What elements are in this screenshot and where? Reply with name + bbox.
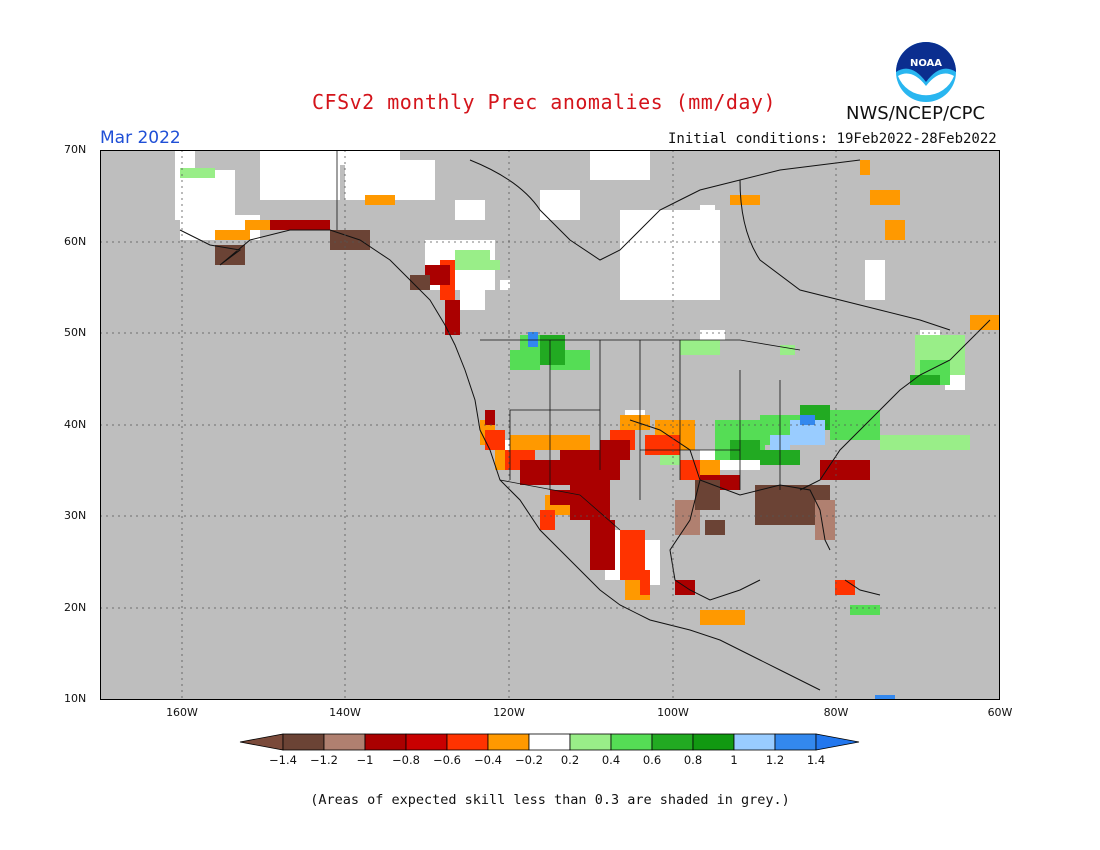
forecast-period: Mar 2022 (100, 128, 181, 148)
lat-label-50n: 50N (64, 326, 87, 339)
colorbar-swatch (405, 733, 448, 751)
negative-dark-red (270, 220, 870, 595)
colorbar-tick-label: −0.4 (474, 753, 502, 767)
lon-label-100w: 100W (657, 706, 689, 719)
noaa-logo: NOAA (896, 42, 956, 102)
map-panel (100, 150, 1000, 700)
colorbar-swatch (487, 733, 530, 751)
chart-title: CFSv2 monthly Prec anomalies (mm/day) (312, 90, 777, 114)
lon-label-80w: 80W (823, 706, 849, 719)
colorbar-swatch (774, 733, 817, 751)
colorbar-swatch (733, 733, 776, 751)
colorbar-tick-label: 1 (730, 753, 738, 767)
coastlines (179, 159, 991, 691)
negative-brown (215, 230, 835, 540)
lat-lon-grid (100, 150, 1000, 700)
colorbar-min-arrow (239, 733, 284, 751)
lat-label-30n: 30N (64, 509, 87, 522)
initial-conditions: Initial conditions: 19Feb2022-28Feb2022 (668, 131, 997, 147)
colorbar-swatch (446, 733, 489, 751)
political-borders (336, 150, 801, 531)
colorbar-swatch (692, 733, 735, 751)
colorbar-swatch (569, 733, 612, 751)
colorbar-tick-label: −0.6 (433, 753, 461, 767)
lat-label-70n: 70N (64, 143, 87, 156)
lon-label-160w: 160W (166, 706, 198, 719)
colorbar-swatch (651, 733, 694, 751)
colorbar-tick-label: −1.4 (269, 753, 297, 767)
colorbar-tick-label: 1.4 (806, 753, 826, 767)
colorbar-swatch (323, 733, 366, 751)
colorbar-swatch (364, 733, 407, 751)
colorbar-tick-label: 0.6 (642, 753, 662, 767)
lon-label-120w: 120W (493, 706, 525, 719)
colorbar-max-arrow (815, 733, 860, 751)
noaa-logo-text: NOAA (910, 58, 942, 69)
colorbar-tick-label: 0.2 (560, 753, 580, 767)
colorbar-tick-label: 0.8 (683, 753, 703, 767)
lat-label-40n: 40N (64, 418, 87, 431)
lon-label-60w: 60W (987, 706, 1013, 719)
agency-label: NWS/NCEP/CPC (846, 103, 986, 124)
lat-label-60n: 60N (64, 235, 87, 248)
lat-label-10n: 10N (64, 692, 87, 705)
colorbar-swatch (610, 733, 653, 751)
colorbar-tick-label: −0.8 (392, 753, 420, 767)
footnote: (Areas of expected skill less than 0.3 a… (310, 792, 790, 808)
colorbar-tick-label: 0.4 (601, 753, 621, 767)
lat-label-20n: 20N (64, 601, 87, 614)
colorbar-tick-label: −0.2 (515, 753, 543, 767)
colorbar-tick-label: −1 (356, 753, 374, 767)
lon-label-140w: 140W (329, 706, 361, 719)
colorbar-swatch (528, 733, 571, 751)
colorbar-swatch (282, 733, 325, 751)
colorbar (239, 733, 860, 751)
map-frame (100, 150, 1000, 700)
colorbar-tick-label: −1.2 (310, 753, 338, 767)
colorbar-tick-label: 1.2 (765, 753, 785, 767)
